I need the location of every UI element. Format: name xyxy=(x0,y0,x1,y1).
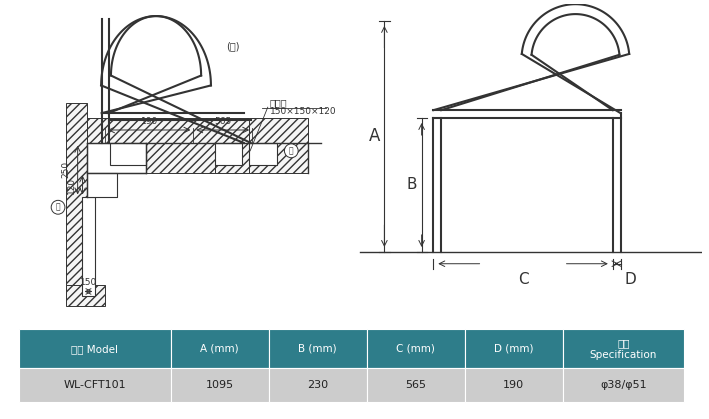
Bar xyxy=(367,329,465,368)
Bar xyxy=(269,368,367,402)
Bar xyxy=(563,368,684,402)
Bar xyxy=(87,173,117,197)
Bar xyxy=(563,329,684,368)
Circle shape xyxy=(51,200,65,214)
Bar xyxy=(465,368,563,402)
Text: B (mm): B (mm) xyxy=(298,344,337,354)
Bar xyxy=(249,143,277,165)
Text: A (mm): A (mm) xyxy=(201,344,239,354)
Text: 150: 150 xyxy=(80,277,97,287)
Text: 预留孔: 预留孔 xyxy=(269,98,287,108)
Bar xyxy=(66,103,87,296)
Bar xyxy=(171,329,269,368)
Bar xyxy=(146,143,215,173)
Text: D (mm): D (mm) xyxy=(494,344,533,354)
Text: 150×150×120: 150×150×120 xyxy=(269,107,336,116)
Bar xyxy=(87,143,146,173)
Bar xyxy=(269,329,367,368)
Circle shape xyxy=(284,144,298,158)
Text: C: C xyxy=(518,272,528,287)
Bar xyxy=(249,118,308,143)
Bar xyxy=(82,197,95,296)
Text: 1095: 1095 xyxy=(206,380,234,391)
Text: D: D xyxy=(625,272,636,287)
Bar xyxy=(87,143,146,173)
Text: 190: 190 xyxy=(503,380,525,391)
Bar xyxy=(249,143,308,173)
Text: B: B xyxy=(406,178,417,192)
Text: 型号 Model: 型号 Model xyxy=(72,344,118,354)
Text: A: A xyxy=(369,127,380,145)
Text: 三: 三 xyxy=(56,203,60,212)
Text: 565: 565 xyxy=(214,117,231,126)
Text: C (mm): C (mm) xyxy=(396,344,435,354)
Text: 规格
Specification: 规格 Specification xyxy=(590,338,657,360)
Text: 120: 120 xyxy=(67,177,76,194)
Text: 二: 二 xyxy=(289,146,294,155)
Bar xyxy=(171,368,269,402)
Bar xyxy=(87,173,117,197)
Bar xyxy=(215,143,242,165)
Text: 230: 230 xyxy=(307,380,328,391)
Text: WL-CFT101: WL-CFT101 xyxy=(64,380,126,391)
Text: φ38/φ51: φ38/φ51 xyxy=(601,380,647,391)
Bar xyxy=(66,285,105,306)
Text: 565: 565 xyxy=(406,380,426,391)
Text: 190: 190 xyxy=(140,117,158,126)
Bar xyxy=(19,368,171,402)
Text: (一): (一) xyxy=(225,41,239,51)
Bar xyxy=(19,329,171,368)
Bar xyxy=(87,118,249,143)
Text: 250: 250 xyxy=(62,161,71,178)
Bar xyxy=(215,143,249,173)
Bar xyxy=(110,143,146,165)
Bar xyxy=(465,329,563,368)
Bar xyxy=(367,368,465,402)
